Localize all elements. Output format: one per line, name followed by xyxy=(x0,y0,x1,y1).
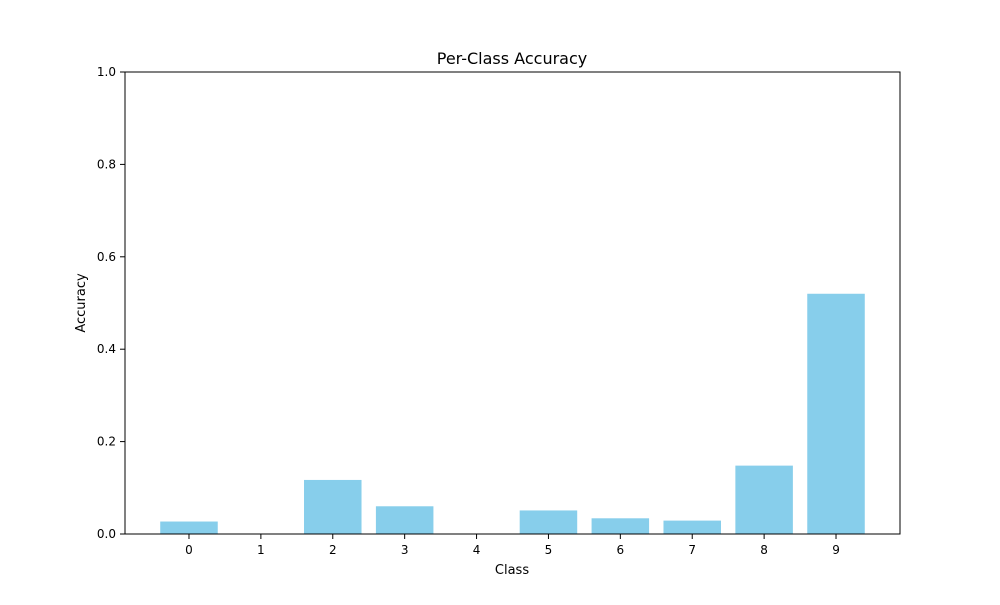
bar-class-5 xyxy=(519,510,578,534)
y-tick-label: 0.8 xyxy=(97,157,116,171)
bar-class-0 xyxy=(160,521,218,534)
bar-class-3 xyxy=(375,506,434,534)
bar-class-2 xyxy=(304,479,362,534)
y-tick-label: 1.0 xyxy=(97,65,116,79)
y-tick-label: 0.6 xyxy=(97,250,116,264)
y-axis-label: Accuracy xyxy=(74,273,89,333)
x-axis-label: Class xyxy=(495,563,529,578)
x-tick-label: 4 xyxy=(473,543,481,557)
y-tick-label: 0.4 xyxy=(97,342,116,356)
bar-class-6 xyxy=(591,518,650,534)
x-tick-label: 7 xyxy=(688,543,696,557)
x-tick-label: 8 xyxy=(760,543,768,557)
x-tick-label: 1 xyxy=(257,543,265,557)
x-tick-label: 5 xyxy=(545,543,553,557)
x-tick-label: 0 xyxy=(185,543,193,557)
plot-area-frame xyxy=(124,71,901,535)
x-tick-label: 9 xyxy=(832,543,840,557)
x-ticks-group: 0 1 2 3 4 5 6 7 8 9 xyxy=(185,534,840,557)
y-ticks-group: 0.0 0.2 0.4 0.6 0.8 1.0 xyxy=(97,65,125,541)
bar-class-7 xyxy=(663,520,721,534)
x-tick-label: 3 xyxy=(401,543,409,557)
x-tick-label: 6 xyxy=(617,543,625,557)
chart-title: Per-Class Accuracy xyxy=(437,49,587,68)
bar-class-9 xyxy=(807,293,865,534)
bar-class-8 xyxy=(735,465,793,534)
x-tick-label: 2 xyxy=(329,543,337,557)
bars-group xyxy=(160,293,865,534)
y-tick-label: 0.2 xyxy=(97,435,116,449)
y-tick-label: 0.0 xyxy=(97,527,116,541)
